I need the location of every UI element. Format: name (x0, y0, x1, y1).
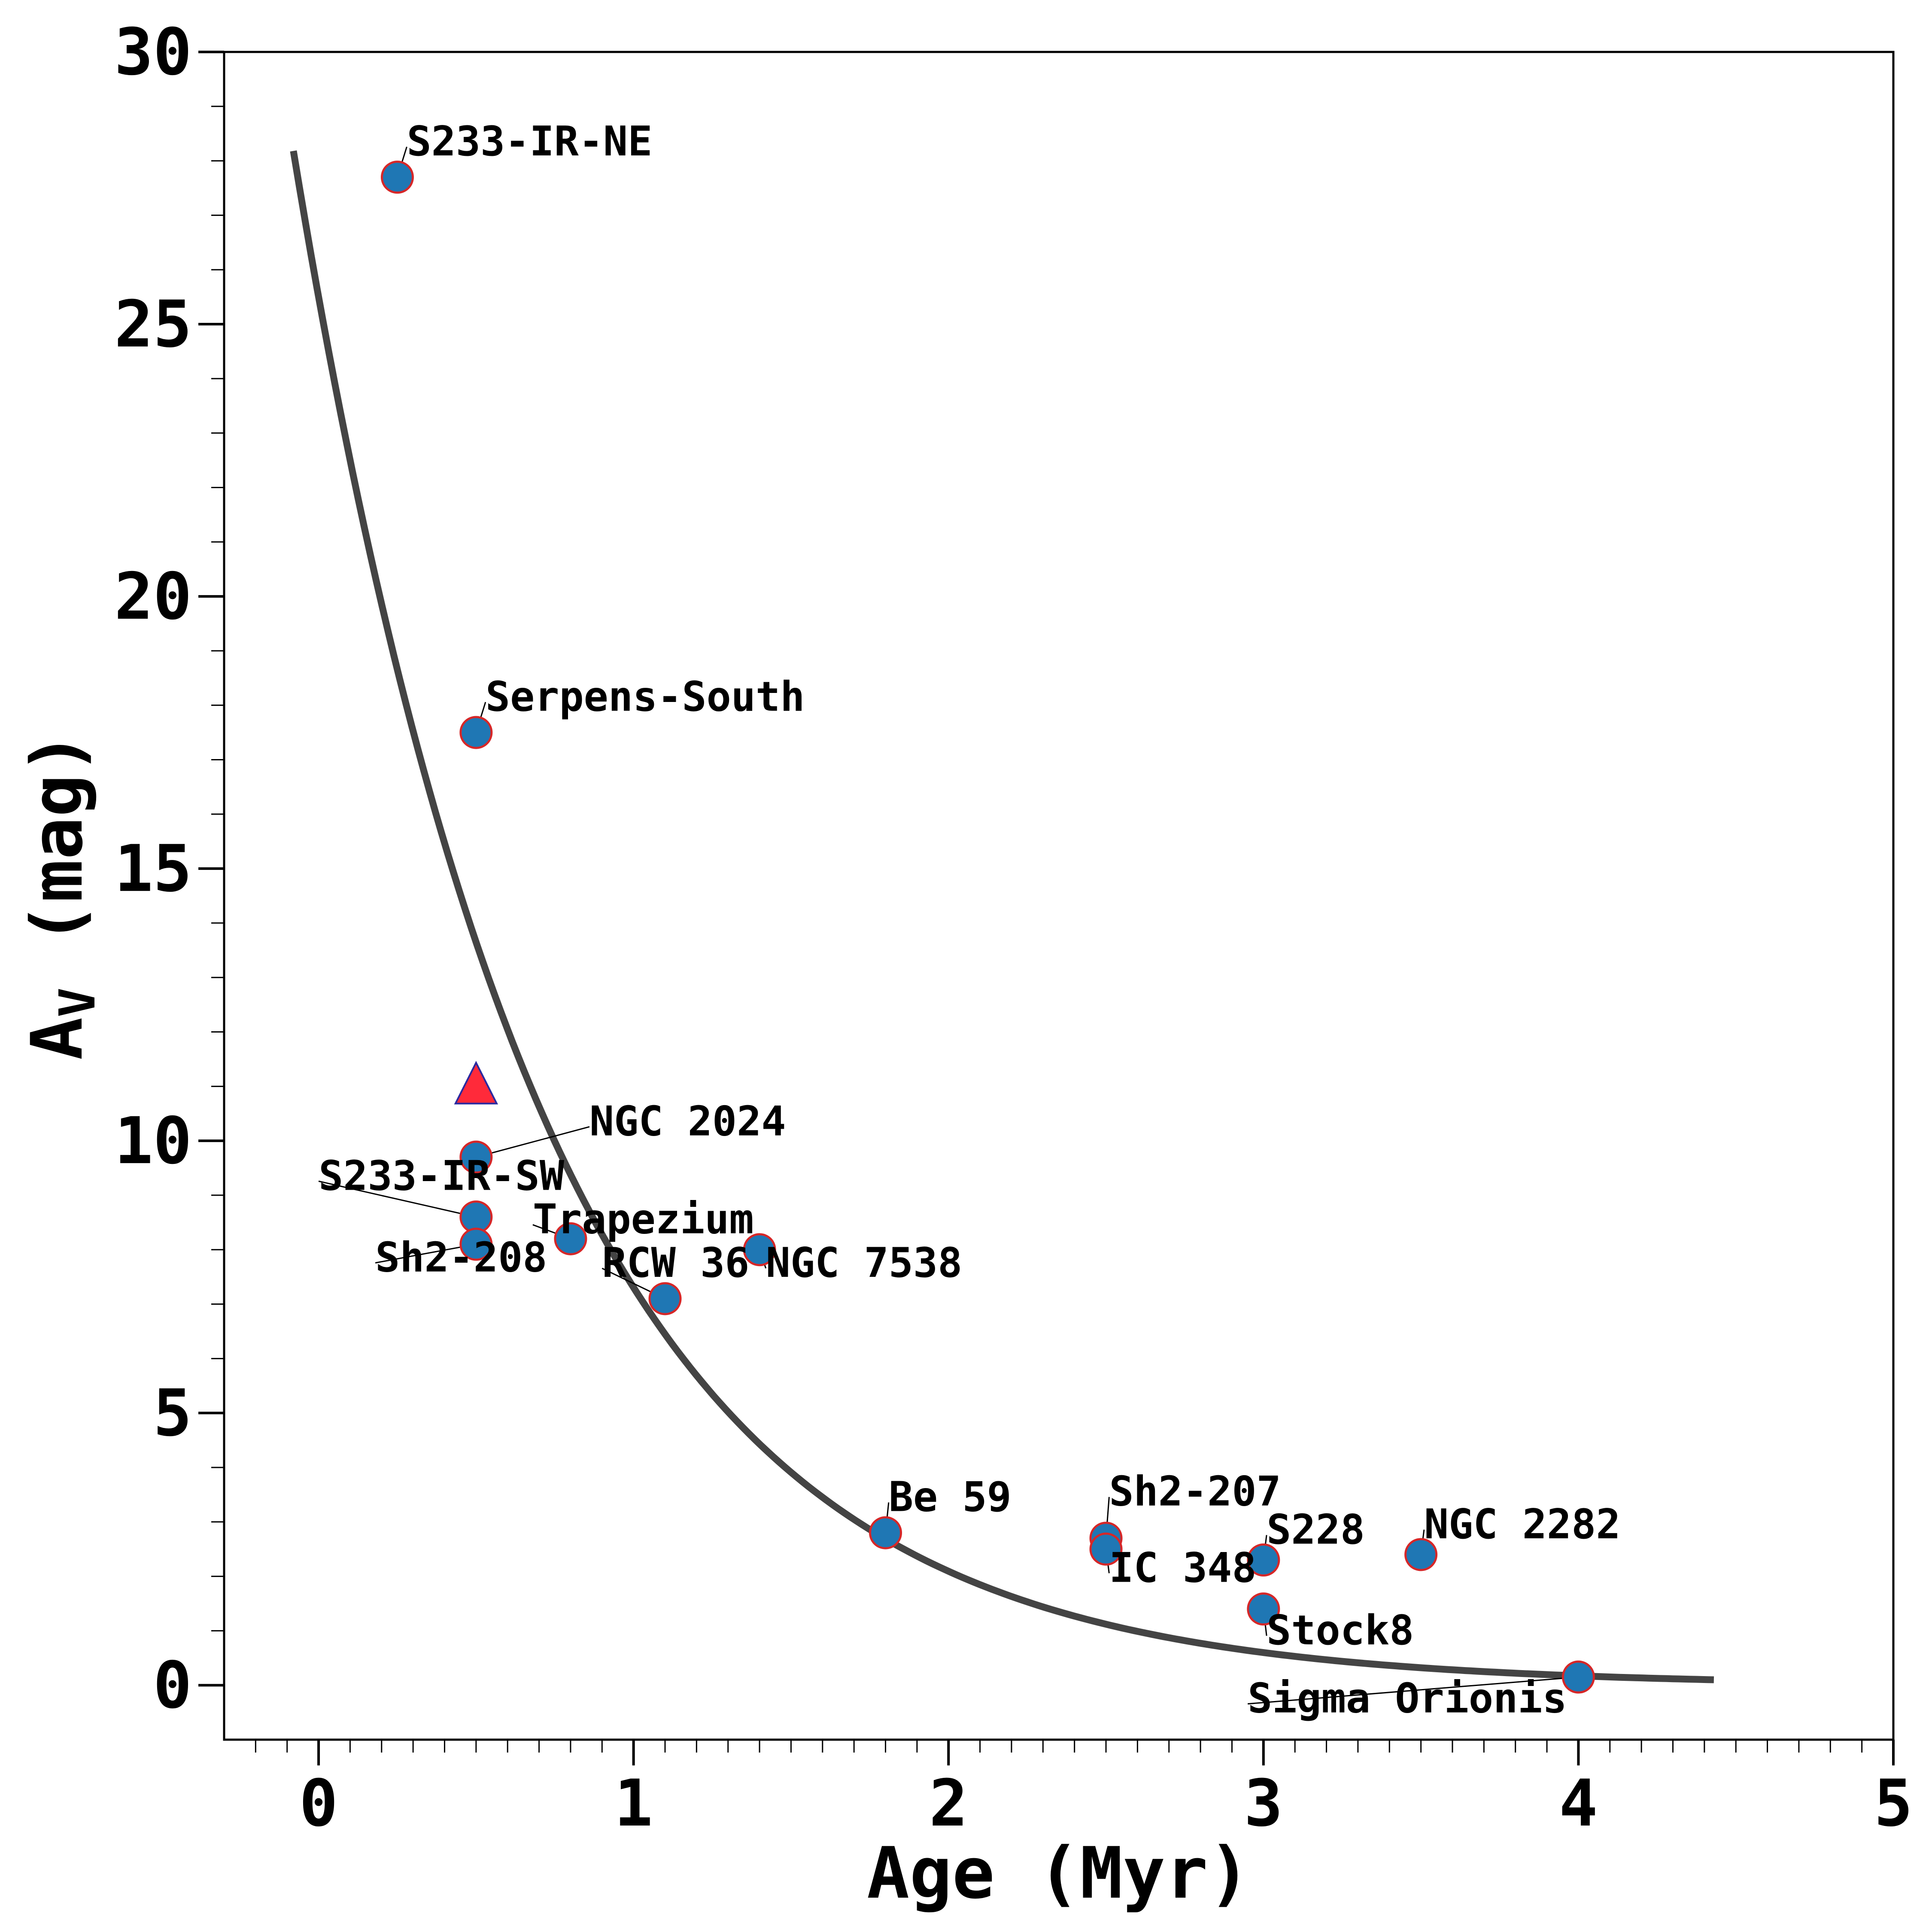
y-axis-title-main: A (16, 1017, 98, 1060)
axis-ticks: 0 1 2 3 4 5 0 5 10 15 20 25 30 (114, 15, 1913, 1841)
y-tick-label: 10 (114, 1104, 192, 1179)
y-axis-title-sub: V (49, 987, 106, 1017)
label-leader-line (318, 1180, 477, 1218)
point-label: IC 348 (1109, 1544, 1256, 1592)
y-tick-label: 20 (114, 559, 192, 634)
y-tick-label: 30 (114, 15, 192, 90)
y-tick-label: 15 (114, 832, 192, 906)
point-label: Sh2-208 (375, 1234, 547, 1281)
point-label: Trapezium (533, 1196, 754, 1243)
x-tick-label: 0 (299, 1766, 338, 1841)
data-point (459, 716, 493, 749)
point-label: NGC 2024 (589, 1098, 786, 1145)
fit-curve-layer (290, 150, 1714, 1683)
data-point (1089, 1532, 1123, 1566)
point-label: RCW 36 (602, 1239, 749, 1287)
point-label: S233-IR-SW (319, 1152, 565, 1200)
label-leader-line (375, 1243, 477, 1264)
point-label: Serpens-South (486, 673, 805, 720)
data-point (1404, 1538, 1438, 1571)
plot-frame (223, 51, 1895, 1741)
y-tick-label: 0 (153, 1648, 192, 1723)
x-tick-label: 1 (614, 1766, 653, 1841)
point-label: S228 (1267, 1506, 1365, 1553)
point-label: NGC 2282 (1424, 1501, 1621, 1548)
highlight-triangle-marker (454, 1060, 498, 1105)
x-axis-title: Age (Myr) (867, 1832, 1251, 1914)
data-point (869, 1516, 902, 1549)
point-label: Sh2-207 (1109, 1468, 1281, 1516)
data-point (554, 1222, 587, 1255)
data-point (648, 1282, 682, 1315)
data-point (1247, 1543, 1280, 1577)
point-label: Be 59 (889, 1473, 1012, 1521)
point-label: S233-IR-NE (407, 118, 652, 165)
point-label: NGC 7538 (766, 1239, 963, 1287)
x-tick-label: 3 (1244, 1766, 1283, 1841)
data-point (380, 161, 414, 194)
data-point (1561, 1660, 1595, 1694)
point-label: Sigma Orionis (1248, 1675, 1567, 1722)
point-labels: S233-IR-NE Serpens-South NGC 2024 S233-IR-S… (319, 118, 1620, 1722)
y-tick-label: 5 (153, 1376, 192, 1451)
label-leader-line (1248, 1676, 1579, 1705)
data-points (318, 146, 1595, 1705)
y-tick-label: 25 (114, 287, 192, 362)
x-tick-label: 2 (929, 1766, 968, 1841)
data-point (1247, 1592, 1280, 1626)
data-point (459, 1140, 493, 1174)
y-axis-title: AV (mag) (16, 732, 106, 1060)
data-point (459, 1227, 493, 1261)
fit-curve (290, 150, 1714, 1683)
label-leader-line (476, 1126, 590, 1158)
y-axis-title-unit: (mag) (16, 732, 98, 987)
x-tick-label: 4 (1559, 1766, 1598, 1841)
data-point (743, 1233, 776, 1267)
point-label: Stock8 (1267, 1607, 1414, 1654)
x-tick-label: 5 (1874, 1766, 1913, 1841)
